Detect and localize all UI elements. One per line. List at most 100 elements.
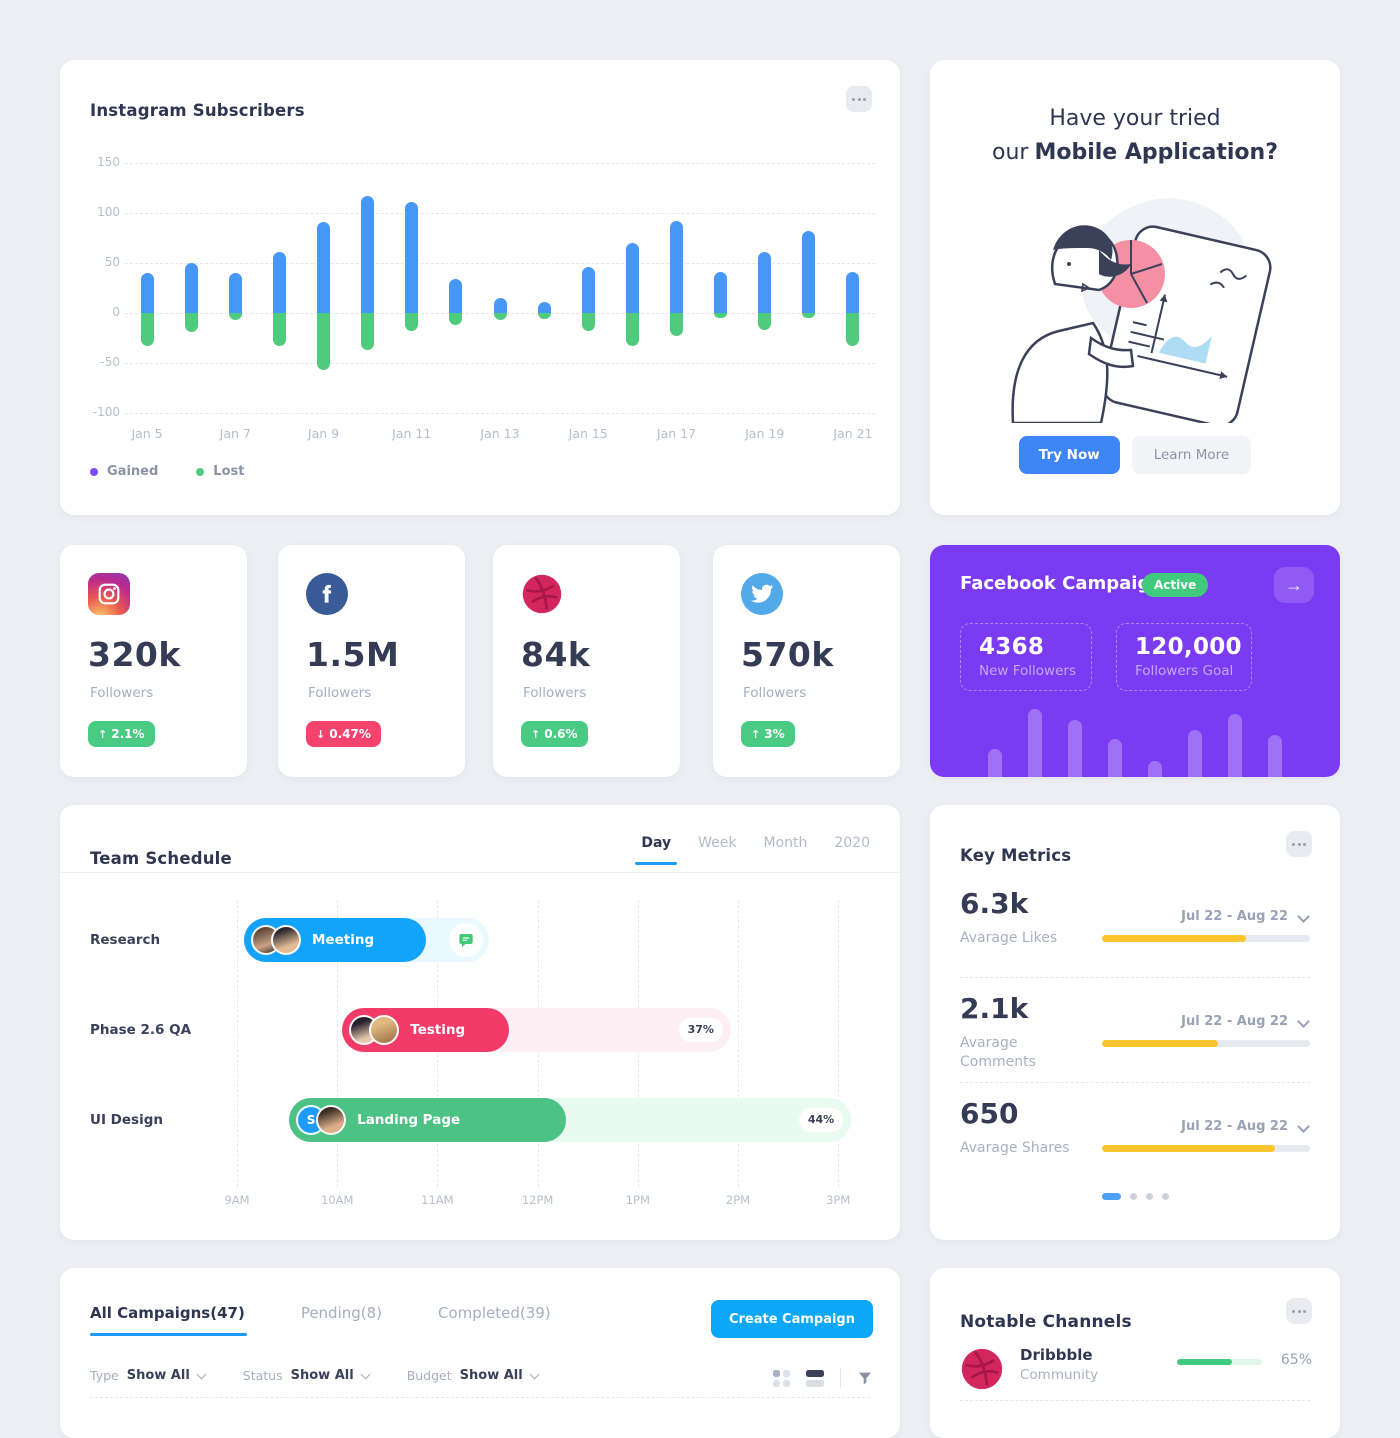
list-view-icon[interactable] — [806, 1369, 824, 1387]
row-label: Phase 2.6 QA — [90, 1022, 192, 1038]
bar-lost — [140, 313, 154, 346]
task-pill-testing[interactable]: Testing — [342, 1008, 509, 1052]
progress-fill — [1177, 1359, 1233, 1365]
spark-bar — [1228, 714, 1242, 777]
metric-likes: 6.3k Avarage Likes Jul 22 - Aug 22 — [960, 885, 1310, 980]
campaign-tabs: All Campaigns(47) Pending(8) Completed(3… — [90, 1304, 551, 1336]
mobile-app-illustration — [1011, 198, 1272, 423]
filter-value: Show All — [290, 1368, 354, 1383]
arrow-up-icon: ↑ — [98, 727, 108, 741]
arrow-right-button[interactable]: → — [1274, 567, 1314, 603]
gridline — [125, 263, 875, 264]
pagination-dot[interactable] — [1161, 1193, 1169, 1200]
arrow-up-icon: ↑ — [531, 727, 541, 741]
channel-name: Dribbble — [1020, 1346, 1093, 1364]
task-pill-landing-page[interactable]: S Landing Page — [289, 1098, 566, 1142]
more-options-button[interactable] — [1286, 831, 1312, 857]
spark-bar — [1108, 739, 1122, 777]
card-title: Instagram Subscribers — [90, 100, 305, 120]
instagram-icon — [88, 573, 130, 615]
pagination-dot[interactable] — [1145, 1193, 1153, 1200]
change-badge: ↓ 0.47% — [306, 721, 381, 747]
tab-day[interactable]: Day — [635, 835, 677, 865]
gridline — [125, 163, 875, 164]
progress-track — [1102, 1040, 1310, 1047]
new-followers-stat: 4368 New Followers — [960, 623, 1092, 691]
x-axis-label: Jan 17 — [656, 426, 697, 441]
x-axis-label: Jan 7 — [219, 426, 251, 441]
chevron-down-icon[interactable] — [1297, 1015, 1310, 1028]
x-axis-label: Jan 19 — [745, 426, 785, 441]
tab-2020[interactable]: 2020 — [834, 835, 870, 851]
legend-label: Lost — [213, 464, 245, 479]
status-badge: Active — [1142, 573, 1209, 597]
tab-week[interactable]: Week — [698, 835, 737, 851]
bar-lost — [228, 313, 242, 320]
learn-more-button[interactable]: Learn More — [1131, 436, 1252, 474]
bar-gained — [184, 263, 198, 313]
date-range[interactable]: Jul 22 - Aug 22 — [1181, 1014, 1288, 1029]
bar-lost — [272, 313, 286, 346]
x-axis-label: Jan 11 — [392, 426, 432, 441]
status-filter[interactable]: Status Show All — [243, 1368, 371, 1383]
stat-label: New Followers — [979, 663, 1076, 679]
filter-funnel-icon[interactable] — [857, 1370, 873, 1386]
chat-button[interactable] — [449, 923, 484, 957]
bar-gained — [493, 298, 507, 313]
chevron-down-icon[interactable] — [1297, 1120, 1310, 1133]
instagram-subscribers-card: Instagram Subscribers Gained Lost 150 100… — [60, 60, 900, 515]
tab-pending[interactable]: Pending(8) — [300, 1304, 383, 1322]
y-axis-label: -100 — [92, 405, 120, 419]
x-axis-label: Jan 21 — [833, 426, 873, 441]
follower-label: Followers — [90, 685, 154, 701]
try-now-button[interactable]: Try Now — [1018, 436, 1120, 474]
type-filter[interactable]: Type Show All — [90, 1368, 207, 1383]
budget-filter[interactable]: Budget Show All — [406, 1368, 540, 1383]
more-options-button[interactable] — [1286, 1298, 1312, 1324]
tab-all-campaigns[interactable]: All Campaigns(47) — [90, 1304, 247, 1336]
bar-gained — [537, 302, 551, 313]
follower-count: 84k — [521, 635, 591, 674]
y-axis-label: 0 — [112, 305, 120, 319]
tab-month[interactable]: Month — [763, 835, 808, 851]
tab-completed[interactable]: Completed(39) — [438, 1304, 551, 1322]
stat-label: Followers Goal — [1135, 663, 1234, 679]
y-axis-label: 50 — [104, 255, 120, 269]
gridline — [125, 213, 875, 214]
bar-gained — [449, 279, 463, 313]
facebook-stat-card: 1.5M Followers ↓ 0.47% — [278, 545, 465, 777]
pagination-dot[interactable] — [1129, 1193, 1137, 1200]
team-schedule-card: Team Schedule Day Week Month 2020 9AM 10A… — [60, 805, 900, 1240]
tabs-divider — [60, 872, 900, 873]
follower-count: 320k — [88, 635, 181, 674]
date-range[interactable]: Jul 22 - Aug 22 — [1181, 909, 1288, 924]
filter-label: Budget — [406, 1368, 452, 1383]
pagination-dots — [930, 1193, 1340, 1200]
bar-lost — [802, 313, 816, 318]
chevron-down-icon[interactable] — [1297, 910, 1310, 923]
metric-value: 6.3k — [960, 887, 1029, 920]
twitter-icon — [741, 573, 783, 615]
chevron-down-icon — [529, 1369, 540, 1379]
task-name: Testing — [410, 1022, 466, 1038]
more-options-button[interactable] — [846, 86, 872, 112]
dribbble-icon — [521, 573, 563, 615]
mobile-app-promo-card: Have your tried our Mobile Application? T… — [930, 60, 1340, 515]
card-title: Key Metrics — [960, 845, 1072, 865]
create-campaign-button[interactable]: Create Campaign — [710, 1300, 873, 1338]
channel-percent: 65% — [1280, 1352, 1312, 1368]
grid-view-icon[interactable] — [773, 1369, 790, 1387]
task-pill-meeting[interactable]: Meeting — [244, 918, 427, 962]
pagination-dot[interactable] — [1101, 1193, 1121, 1200]
promo-heading-line2: our Mobile Application? — [930, 140, 1340, 165]
date-range[interactable]: Jul 22 - Aug 22 — [1181, 1119, 1288, 1134]
view-toggle-group — [773, 1368, 873, 1388]
gridline — [125, 413, 875, 414]
lost-dot-icon — [196, 467, 205, 476]
filter-label: Type — [90, 1368, 119, 1383]
legend-label: Gained — [107, 464, 159, 479]
campaigns-card: All Campaigns(47) Pending(8) Completed(3… — [60, 1268, 900, 1438]
notable-channels-card: Notable Channels Dribbble Community 65% — [930, 1268, 1340, 1438]
bar-gained — [581, 267, 595, 313]
bar-lost — [758, 313, 772, 330]
